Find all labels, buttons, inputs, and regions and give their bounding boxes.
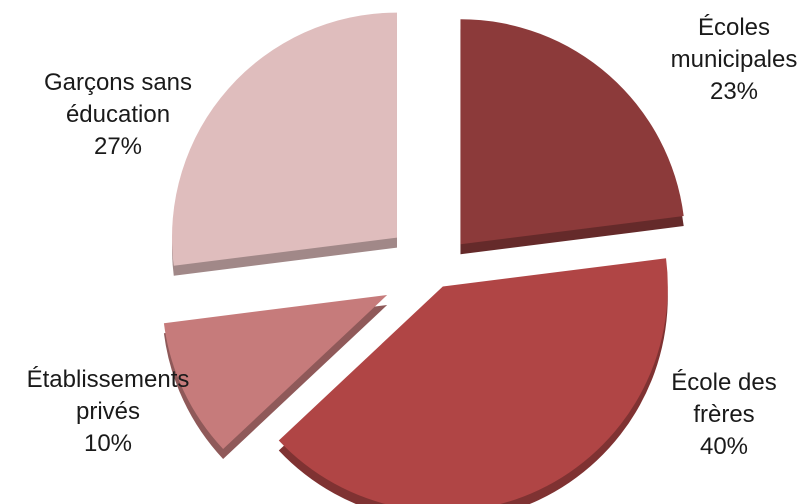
slice-value-label: 23% [710, 78, 758, 105]
slice-label-line: École des [671, 369, 776, 396]
slice-label-line: municipales [671, 46, 798, 73]
slice-label-line: privés [76, 398, 140, 425]
pie-labels: Écoles municipales 23% École des frères 40% Ét… [27, 14, 798, 460]
pie-slice-label: Établissements privés 10% [27, 366, 190, 457]
slice-value-label: 10% [84, 430, 132, 457]
pie-slice-top [163, 294, 388, 450]
pie-slice-label: École des frères 40% [671, 369, 776, 460]
pie-slice-label: Garçons sans éducation 27% [44, 69, 192, 160]
pie-slice [460, 19, 684, 255]
pie-slices [163, 12, 684, 504]
slice-value-label: 40% [700, 433, 748, 460]
pie-slice [163, 294, 388, 460]
pie-slice-top [278, 258, 668, 504]
slice-label-line: frères [693, 401, 754, 428]
pie-slice-top [171, 12, 397, 266]
slice-label-line: Écoles [698, 14, 770, 41]
pie-slice-label: Écoles municipales 23% [671, 14, 798, 105]
slice-label-line: Garçons sans [44, 69, 192, 96]
slice-value-label: 27% [94, 133, 142, 160]
slice-label-line: éducation [66, 101, 170, 128]
pie-slice [171, 12, 397, 276]
pie-slice-top [460, 19, 684, 245]
pie-slice [278, 258, 668, 504]
slice-label-line: Établissements [27, 366, 190, 393]
